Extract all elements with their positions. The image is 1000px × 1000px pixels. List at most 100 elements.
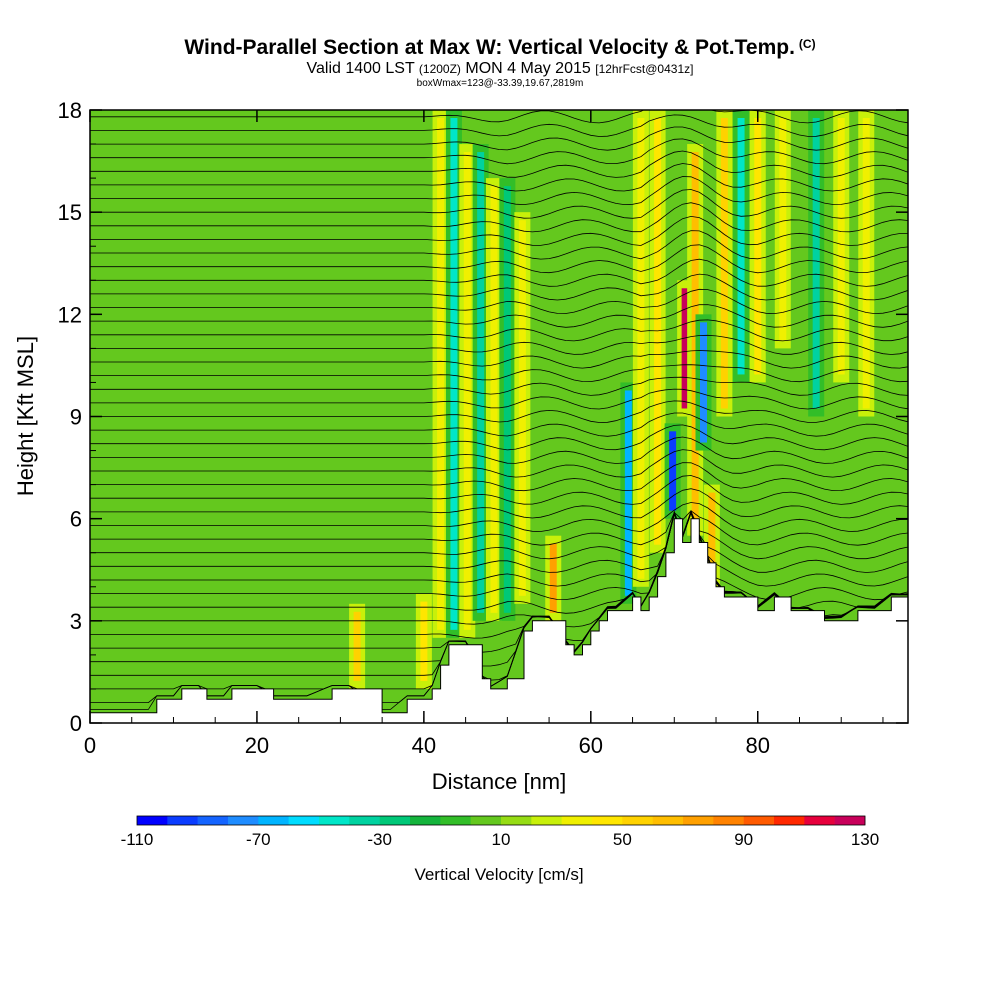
x-tick-label-1: 20 (245, 733, 269, 758)
colorbar-swatch-1 (167, 816, 198, 825)
x-axis-title: Distance [nm] (432, 769, 567, 794)
isentrope-24 (90, 376, 908, 396)
isentrope-17 (90, 462, 908, 492)
chart-title-text: Wind-Parallel Section at Max W: Vertical… (184, 36, 795, 59)
chart-title: Wind-Parallel Section at Max W: Vertical… (0, 36, 1000, 60)
isentrope-31 (90, 273, 908, 301)
isentrope-36 (90, 202, 908, 233)
colorbar-label-0: -110 (121, 830, 154, 849)
colorbar-swatch-4 (258, 816, 289, 825)
potential-temperature-contours (90, 110, 908, 710)
isentrope-30 (90, 288, 908, 315)
colorbar-swatch-6 (319, 816, 350, 825)
x-tick-label-2: 40 (412, 733, 436, 758)
y-tick-label-4: 12 (58, 302, 82, 327)
x-tick-label-4: 80 (746, 733, 770, 758)
plot-area (90, 110, 908, 723)
isentrope-27 (90, 334, 908, 355)
y-tick-label-5: 15 (58, 200, 82, 225)
isentrope-39 (90, 163, 908, 192)
isentrope-19 (90, 436, 908, 464)
y-tick-label-6: 18 (58, 98, 82, 123)
velocity-streak-core-4 (463, 152, 471, 630)
velocity-streak-core-6 (490, 186, 498, 613)
y-tick-label-2: 6 (70, 507, 82, 532)
isentrope-25 (90, 364, 908, 383)
terrain-profile (90, 518, 908, 723)
isentrope-34 (90, 230, 908, 260)
velocity-streak-core-13 (669, 431, 677, 511)
colorbar-swatch-21 (774, 816, 805, 825)
isentrope-43 (90, 114, 908, 137)
isentrope-15 (90, 488, 908, 519)
isentrope-10 (90, 510, 908, 587)
colorbar-swatch-12 (501, 816, 532, 825)
colorbar-swatch-7 (349, 816, 380, 825)
colorbar-swatch-18 (683, 816, 714, 825)
chart-subtitle-box: boxWmax=123@-33.39,19.67,2819m (416, 78, 584, 89)
colorbar-label-6: 130 (851, 830, 879, 849)
isentrope-12 (90, 509, 908, 560)
velocity-streak-core-16 (700, 322, 707, 443)
chart-title-mark: (C) (798, 37, 816, 51)
velocity-streak-core-8 (518, 220, 526, 596)
isentrope-16 (90, 475, 908, 505)
isentrope-32 (90, 258, 908, 287)
velocity-streak-core-10 (624, 390, 632, 596)
velocity-streak-core-2 (437, 118, 445, 630)
velocity-streak-core-20 (754, 118, 762, 375)
colorbar-swatch-5 (288, 816, 320, 825)
isentrope-20 (90, 424, 908, 451)
isentrope-26 (90, 350, 908, 369)
colorbar-swatch-0 (137, 816, 168, 825)
y-tick-label-3: 9 (70, 405, 82, 430)
isentrope-44 (90, 110, 908, 124)
colorbar: -110 -70 -30 10 50 90 130 (121, 815, 879, 849)
colorbar-label-5: 90 (734, 830, 753, 849)
velocity-streak-core-7 (503, 186, 511, 613)
velocity-streak-core-3 (450, 118, 458, 630)
isentrope-18 (90, 449, 908, 478)
colorbar-swatch-22 (804, 816, 835, 825)
colorbar-swatch-10 (440, 816, 471, 825)
velocity-streak-core-1 (420, 601, 428, 681)
isentrope-35 (90, 215, 908, 246)
isentrope-21 (90, 412, 908, 437)
y-tick-label-1: 3 (70, 609, 82, 634)
velocity-streak-core-0 (353, 611, 361, 681)
velocity-streak-core-5 (477, 152, 485, 613)
isentrope-41 (90, 138, 908, 165)
colorbar-swatch-16 (622, 816, 653, 825)
isentrope-37 (90, 189, 908, 219)
velocity-streak-core-9 (549, 543, 557, 613)
colorbar-swatch-14 (561, 816, 593, 825)
velocity-streak-core-24 (862, 118, 870, 409)
velocity-streak-core-12 (654, 118, 662, 545)
velocity-streak-core-18 (720, 118, 728, 409)
isentrope-38 (90, 176, 908, 206)
colorbar-swatch-20 (743, 816, 775, 825)
colorbar-swatch-11 (470, 816, 502, 825)
isentrope-22 (90, 400, 908, 423)
colorbar-swatch-19 (713, 816, 744, 825)
isentrope-40 (90, 150, 908, 178)
velocity-streaks (349, 110, 875, 689)
colorbar-label-1: -70 (246, 830, 271, 849)
velocity-streak-core-15 (691, 152, 699, 528)
y-tick-label-0: 0 (70, 711, 82, 736)
velocity-streak-core-22 (812, 118, 820, 409)
colorbar-swatch-17 (652, 816, 684, 825)
subtitle-date: MON 4 May 2015 (465, 60, 591, 77)
colorbar-title: Vertical Velocity [cm/s] (414, 865, 583, 884)
isentrope-8 (90, 511, 908, 614)
velocity-streak-core-11 (637, 118, 645, 579)
isentrope-13 (90, 510, 908, 546)
colorbar-swatch-15 (592, 816, 623, 825)
y-axis-title: Height [Kft MSL] (13, 336, 38, 496)
colorbar-swatch-23 (834, 816, 866, 825)
isentrope-28 (90, 319, 908, 342)
colorbar-swatch-2 (197, 816, 229, 825)
colorbar-label-3: 10 (492, 830, 511, 849)
subtitle-forecast: [12hrFcst@0431z] (595, 62, 694, 76)
